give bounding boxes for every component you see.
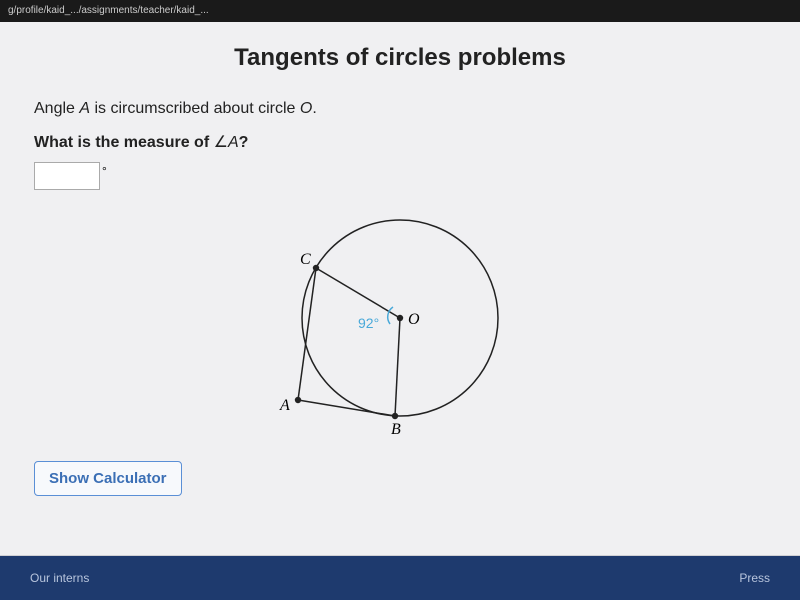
label-o: O: [408, 311, 420, 328]
footer-left-link[interactable]: Our interns: [30, 571, 89, 585]
prompt-mid: is circumscribed about circle: [90, 100, 300, 117]
degree-unit: °: [102, 162, 107, 178]
answer-row: °: [34, 162, 766, 190]
prompt-var-o: O: [300, 100, 312, 117]
show-calculator-button[interactable]: Show Calculator: [34, 461, 182, 496]
problem-statement: Angle A is circumscribed about circle O.: [34, 100, 766, 118]
question-pre: What is the measure of: [34, 134, 214, 151]
point-c: [313, 265, 319, 271]
label-c: C: [300, 251, 311, 268]
seg-ab: [298, 400, 395, 416]
seg-oc: [316, 268, 400, 318]
main-content: Tangents of circles problems Angle A is …: [0, 22, 800, 496]
prompt-post: .: [312, 100, 316, 117]
circle-diagram: 92° O C B A: [200, 200, 600, 440]
prompt-pre: Angle: [34, 100, 79, 117]
point-a: [295, 397, 301, 403]
point-o: [397, 315, 403, 321]
page-title: Tangents of circles problems: [34, 44, 766, 72]
answer-input[interactable]: [34, 162, 100, 190]
prompt-var-a: A: [79, 100, 90, 117]
question-post: ?: [239, 134, 249, 151]
question-var: A: [228, 134, 239, 151]
seg-ob: [395, 318, 400, 416]
footer-bar: Our interns Press: [0, 556, 800, 600]
figure-container: 92° O C B A: [34, 200, 766, 445]
angle-value-label: 92°: [358, 315, 379, 331]
question-text: What is the measure of ∠A?: [34, 132, 766, 152]
footer-right-link[interactable]: Press: [739, 571, 770, 585]
angle-symbol-icon: ∠: [214, 132, 228, 152]
angle-arc: [388, 307, 393, 324]
url-bar: g/profile/kaid_.../assignments/teacher/k…: [0, 0, 800, 22]
label-a: A: [279, 397, 290, 414]
point-b: [392, 413, 398, 419]
label-b: B: [391, 421, 401, 438]
